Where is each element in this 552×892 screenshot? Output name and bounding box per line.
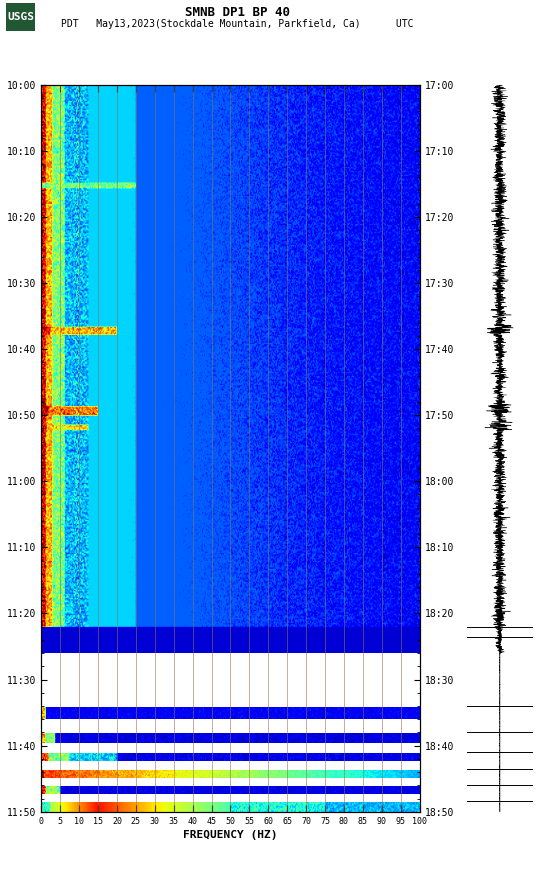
Text: USGS: USGS [7, 12, 34, 22]
FancyBboxPatch shape [6, 3, 35, 31]
X-axis label: FREQUENCY (HZ): FREQUENCY (HZ) [183, 830, 278, 839]
Text: SMNB DP1 BP 40: SMNB DP1 BP 40 [185, 6, 290, 19]
Text: PDT   May13,2023(Stockdale Mountain, Parkfield, Ca)      UTC: PDT May13,2023(Stockdale Mountain, Parkf… [61, 20, 413, 29]
